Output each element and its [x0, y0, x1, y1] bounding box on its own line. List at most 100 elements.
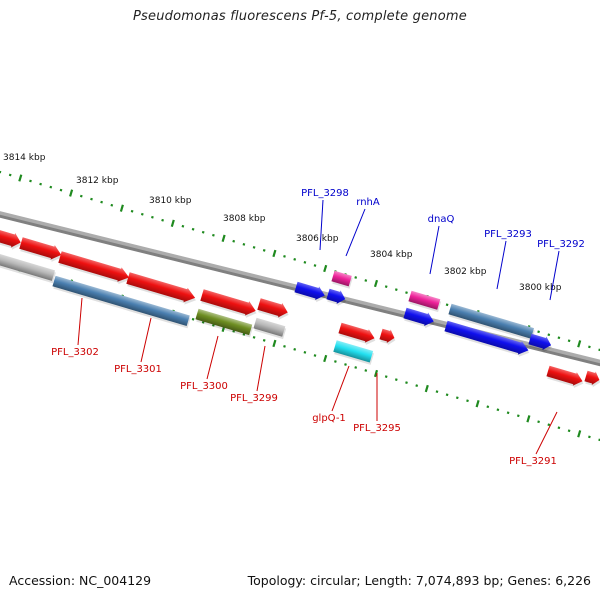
gene-feature-red[interactable]	[57, 250, 132, 287]
gene-label-top[interactable]: rnhA	[356, 197, 380, 208]
minor-tick	[181, 224, 185, 228]
gene-feature-red[interactable]	[337, 321, 378, 347]
label-leader-line	[549, 250, 560, 301]
minor-tick	[435, 390, 439, 393]
minor-tick	[191, 227, 195, 231]
gene-feature-grey[interactable]	[253, 317, 287, 340]
feature-body	[338, 322, 375, 343]
gene-label-bottom[interactable]: PFL_3302	[51, 347, 99, 358]
minor-tick	[466, 399, 469, 403]
major-tick	[424, 384, 429, 393]
gene-feature-red[interactable]	[545, 364, 586, 390]
feature-body	[126, 272, 196, 303]
gene-label-top[interactable]: dnaQ	[428, 214, 455, 225]
major-tick	[373, 279, 379, 288]
gene-feature-steel[interactable]	[52, 275, 191, 329]
minor-tick	[191, 317, 195, 321]
minor-tick	[283, 255, 286, 258]
major-tick	[69, 189, 74, 197]
major-tick	[373, 369, 379, 378]
minor-tick	[283, 345, 286, 348]
gene-label-top[interactable]: PFL_3292	[537, 239, 585, 250]
minor-tick	[506, 411, 510, 415]
minor-tick	[455, 396, 459, 400]
minor-tick	[557, 426, 561, 430]
major-tick	[221, 234, 226, 242]
scale-label: 3804 kbp	[370, 250, 413, 260]
minor-tick	[588, 435, 591, 439]
feature-body	[379, 328, 395, 343]
gene-label-bottom[interactable]: PFL_3301	[114, 364, 162, 375]
minor-tick	[110, 203, 114, 207]
feature-body	[253, 317, 286, 337]
scale-label: 3810 kbp	[149, 196, 192, 206]
minor-tick	[252, 336, 256, 339]
accession-text: Accession: NC_004129	[9, 573, 152, 588]
gene-feature-red[interactable]	[199, 288, 259, 321]
gene-feature-red[interactable]	[125, 271, 198, 308]
gene-feature-magenta[interactable]	[331, 270, 353, 289]
gene-feature-blue[interactable]	[402, 306, 437, 330]
minor-tick	[445, 393, 449, 397]
minor-tick	[303, 261, 307, 264]
label-leader-line	[535, 411, 558, 455]
minor-tick	[90, 197, 93, 201]
feature-body	[403, 307, 434, 326]
minor-tick	[364, 279, 368, 282]
gene-feature-red[interactable]	[0, 227, 24, 252]
minor-tick	[557, 336, 561, 340]
gene-feature-olive[interactable]	[195, 308, 254, 338]
feature-body	[0, 252, 56, 281]
gene-feature-grey[interactable]	[0, 252, 56, 284]
minor-tick	[405, 291, 408, 294]
gene-feature-red[interactable]	[378, 327, 397, 347]
feature-body	[546, 365, 583, 386]
gene-feature-blue[interactable]	[443, 319, 531, 359]
gene-label-bottom[interactable]: PFL_3299	[230, 393, 278, 404]
minor-tick	[151, 215, 154, 219]
feature-body	[294, 281, 325, 300]
minor-tick	[140, 212, 144, 216]
gene-feature-blue[interactable]	[293, 280, 328, 304]
feature-body	[200, 289, 256, 316]
scale-label: 3814 kbp	[3, 153, 46, 163]
feature-body	[52, 275, 190, 327]
gene-feature-steel[interactable]	[448, 303, 536, 342]
gene-label-bottom[interactable]: PFL_3300	[180, 381, 228, 392]
gene-label-top[interactable]: PFL_3298	[301, 188, 349, 199]
minor-tick	[445, 303, 449, 307]
minor-tick	[262, 249, 266, 252]
feature-body	[326, 288, 346, 304]
major-tick	[323, 264, 328, 273]
gene-feature-red[interactable]	[256, 297, 291, 322]
feature-body	[257, 298, 288, 318]
feature-body	[528, 333, 552, 350]
scale-label: 3806 kbp	[296, 234, 339, 244]
minor-tick	[567, 429, 571, 433]
minor-tick	[547, 423, 551, 427]
gene-label-bottom[interactable]: PFL_3291	[509, 456, 557, 467]
gene-label-bottom[interactable]: glpQ-1	[312, 413, 346, 424]
scale-label: 3800 kbp	[519, 283, 562, 293]
minor-tick	[29, 179, 32, 183]
gene-feature-red[interactable]	[18, 236, 65, 265]
minor-tick	[405, 381, 408, 384]
major-tick	[526, 415, 531, 423]
major-tick	[475, 400, 480, 408]
gene-label-bottom[interactable]: PFL_3295	[353, 423, 401, 434]
minor-tick	[242, 243, 246, 246]
gene-label-top[interactable]: PFL_3293	[484, 229, 532, 240]
gene-feature-blue[interactable]	[527, 332, 554, 354]
gene-feature-cyan[interactable]	[333, 340, 375, 365]
gene-feature-magenta[interactable]	[408, 290, 442, 313]
label-leader-line	[77, 297, 83, 346]
topology-text: Topology: circular; Length: 7,074,893 bp…	[247, 573, 591, 588]
minor-tick	[262, 339, 266, 342]
feature-body	[195, 308, 253, 336]
minor-tick	[100, 200, 103, 204]
scale-label: 3808 kbp	[223, 214, 266, 224]
minor-tick	[130, 209, 134, 213]
gene-feature-blue[interactable]	[325, 287, 348, 308]
gene-feature-red[interactable]	[583, 369, 600, 389]
minor-tick	[354, 276, 358, 279]
